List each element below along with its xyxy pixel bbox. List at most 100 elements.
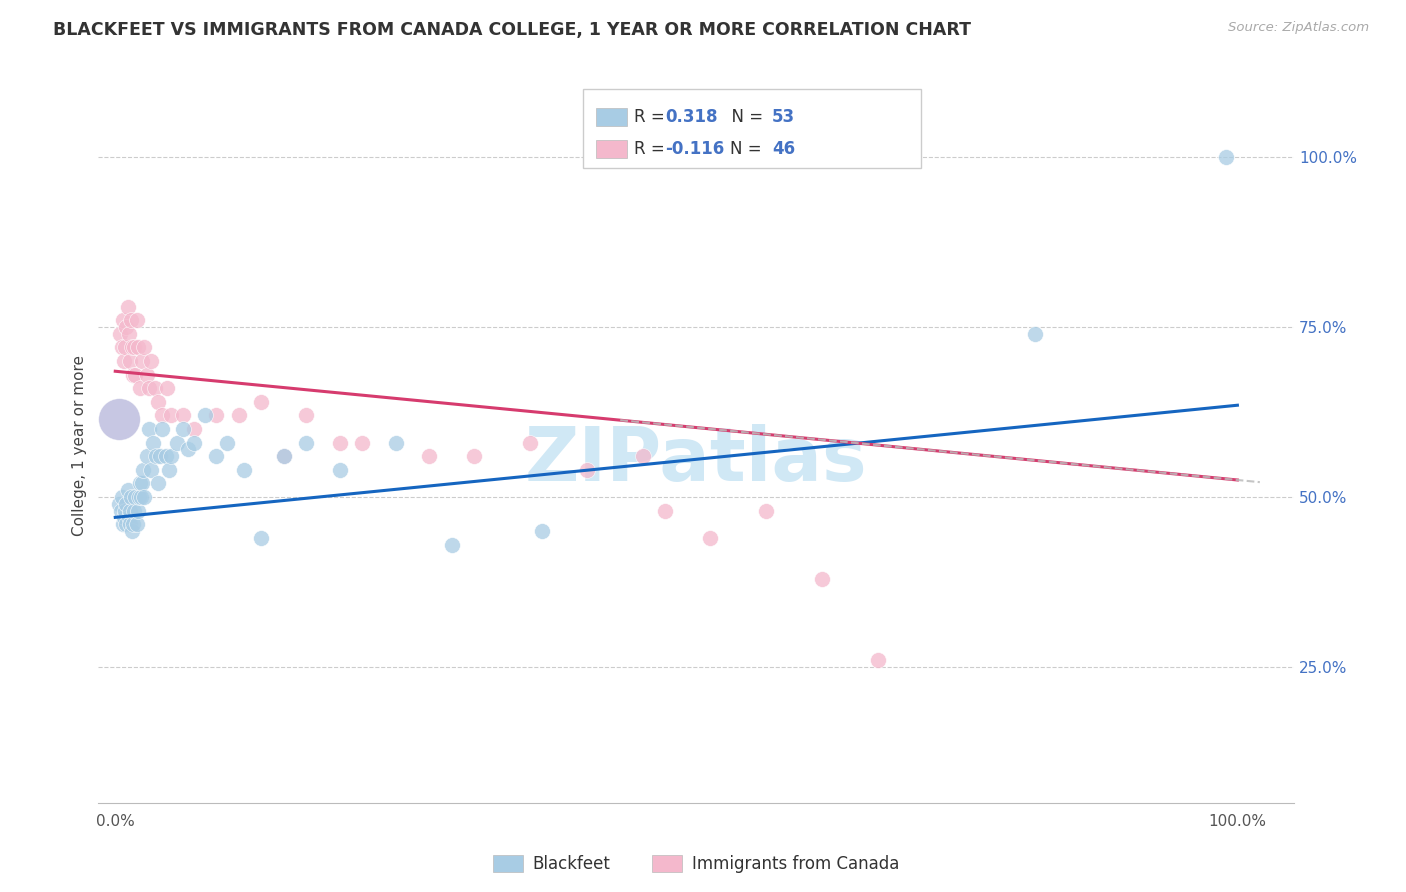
- Point: [142, 435, 165, 450]
- Point: [1024, 326, 1046, 341]
- Text: 53: 53: [772, 108, 794, 126]
- Point: [329, 463, 352, 477]
- Point: [156, 381, 179, 395]
- Point: [129, 476, 152, 491]
- Text: Source: ZipAtlas.com: Source: ZipAtlas.com: [1229, 21, 1369, 35]
- Point: [135, 368, 157, 382]
- Point: [121, 341, 143, 355]
- Point: [233, 463, 256, 477]
- Point: [132, 463, 155, 477]
- Point: [125, 517, 148, 532]
- Point: [177, 442, 200, 457]
- Point: [149, 449, 172, 463]
- Point: [127, 341, 149, 355]
- Point: [385, 435, 408, 450]
- Point: [111, 341, 134, 355]
- Y-axis label: College, 1 year or more: College, 1 year or more: [72, 356, 87, 536]
- Point: [868, 653, 890, 667]
- Text: 0.318: 0.318: [665, 108, 717, 126]
- Point: [811, 572, 834, 586]
- Point: [654, 503, 676, 517]
- Point: [329, 435, 352, 450]
- Point: [124, 490, 146, 504]
- Point: [183, 422, 205, 436]
- Point: [273, 449, 295, 463]
- Point: [108, 326, 131, 341]
- Point: [118, 354, 141, 368]
- Point: [134, 490, 156, 504]
- Point: [128, 490, 150, 504]
- Point: [273, 449, 295, 463]
- Text: N =: N =: [730, 140, 766, 158]
- Point: [138, 381, 160, 395]
- Point: [129, 490, 152, 504]
- Point: [127, 503, 149, 517]
- Point: [110, 503, 132, 517]
- Point: [122, 368, 145, 382]
- Point: [124, 503, 146, 517]
- Text: -0.116: -0.116: [665, 140, 724, 158]
- Point: [183, 435, 205, 450]
- Point: [118, 503, 141, 517]
- Point: [125, 313, 148, 327]
- Text: R =: R =: [634, 140, 671, 158]
- Text: R =: R =: [634, 108, 671, 126]
- Point: [115, 517, 138, 532]
- Point: [699, 531, 721, 545]
- Point: [107, 412, 129, 426]
- Point: [631, 449, 654, 463]
- Point: [111, 490, 134, 504]
- Point: [155, 449, 177, 463]
- Point: [134, 341, 156, 355]
- Text: 46: 46: [772, 140, 794, 158]
- Point: [129, 381, 152, 395]
- Point: [250, 531, 273, 545]
- Point: [519, 435, 541, 450]
- Point: [150, 422, 173, 436]
- Point: [112, 354, 135, 368]
- Point: [118, 510, 141, 524]
- Point: [194, 409, 217, 423]
- Point: [1215, 150, 1237, 164]
- Text: ZIPatlas: ZIPatlas: [524, 424, 868, 497]
- Point: [352, 435, 374, 450]
- Text: BLACKFEET VS IMMIGRANTS FROM CANADA COLLEGE, 1 YEAR OR MORE CORRELATION CHART: BLACKFEET VS IMMIGRANTS FROM CANADA COLL…: [53, 21, 972, 39]
- Point: [120, 490, 142, 504]
- Point: [107, 497, 129, 511]
- Point: [124, 341, 146, 355]
- Point: [205, 409, 228, 423]
- Point: [418, 449, 440, 463]
- Point: [117, 483, 139, 498]
- Point: [124, 368, 146, 382]
- Point: [157, 463, 180, 477]
- Point: [575, 463, 598, 477]
- Point: [122, 517, 145, 532]
- Point: [250, 394, 273, 409]
- Point: [228, 409, 250, 423]
- Point: [135, 449, 157, 463]
- Point: [112, 313, 135, 327]
- Point: [115, 497, 138, 511]
- Point: [112, 510, 135, 524]
- Point: [118, 517, 141, 532]
- Point: [530, 524, 553, 538]
- Point: [131, 476, 153, 491]
- Legend: Blackfeet, Immigrants from Canada: Blackfeet, Immigrants from Canada: [486, 848, 905, 880]
- Point: [755, 503, 778, 517]
- Point: [172, 409, 194, 423]
- Point: [138, 422, 160, 436]
- Point: [143, 381, 166, 395]
- Point: [463, 449, 485, 463]
- Point: [295, 409, 318, 423]
- Point: [440, 537, 463, 551]
- Point: [160, 449, 183, 463]
- Point: [114, 503, 136, 517]
- Point: [145, 449, 167, 463]
- Point: [166, 435, 188, 450]
- Point: [120, 313, 142, 327]
- Point: [146, 394, 169, 409]
- Point: [121, 524, 143, 538]
- Point: [141, 354, 163, 368]
- Point: [150, 409, 173, 423]
- Point: [205, 449, 228, 463]
